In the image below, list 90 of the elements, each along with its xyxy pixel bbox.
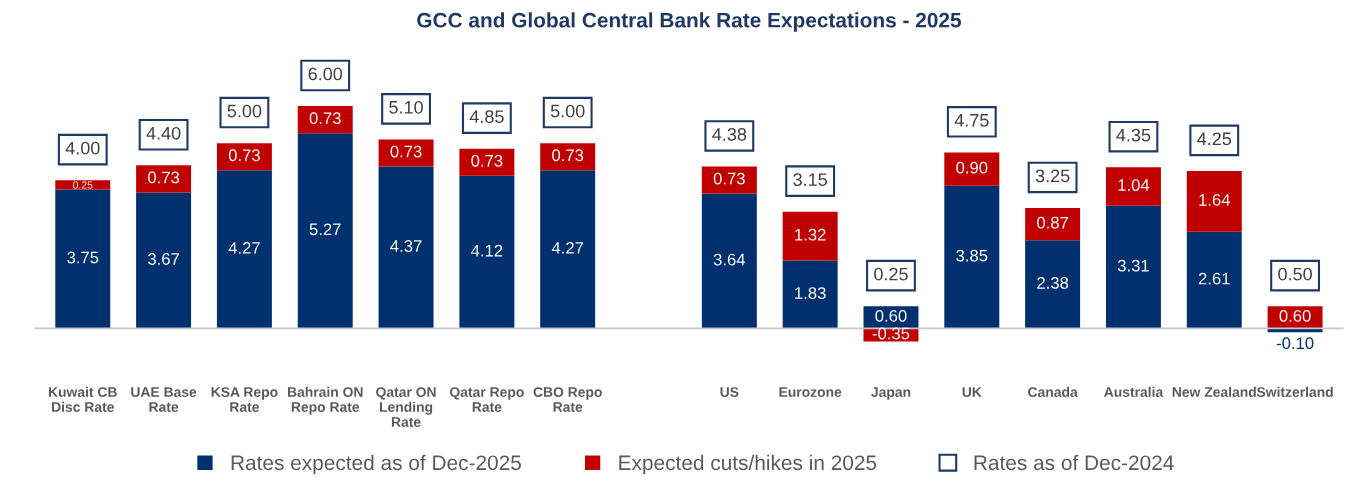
- data-label: 3.85: [956, 249, 988, 262]
- bar: [1105, 205, 1161, 329]
- total-label: 5.10: [389, 100, 423, 114]
- data-label: 0.73: [309, 112, 341, 125]
- legend-label: Expected cuts/hikes in 2025: [619, 454, 877, 475]
- bar: [55, 189, 111, 329]
- x-tick-label: Canada: [1028, 386, 1078, 397]
- data-label: 0.73: [148, 171, 180, 184]
- x-tick-label: UAE Base Rate: [131, 387, 197, 412]
- bar: [1267, 306, 1323, 329]
- data-label: -0.35: [872, 327, 910, 340]
- total-label: 4.25: [1197, 132, 1232, 146]
- bar: [701, 166, 757, 194]
- data-label: 3.67: [148, 253, 179, 265]
- data-label: 1.04: [1118, 179, 1150, 191]
- chart-title: GCC and Global Central Bank Rate Expectations - 2025: [417, 12, 962, 32]
- bar: [378, 139, 434, 167]
- x-tick-label: KSA Repo Rate: [211, 387, 278, 412]
- data-label: -0.10: [1276, 337, 1314, 350]
- data-label: 0.60: [875, 309, 907, 322]
- bar: [1105, 167, 1161, 206]
- x-tick-label: New Zealand: [1172, 386, 1256, 397]
- x-tick-label: Australia: [1104, 386, 1164, 397]
- total-label: 0.50: [1278, 267, 1312, 281]
- x-tick-label: Qatar Repo Rate: [450, 387, 524, 412]
- total-label: 4.40: [146, 126, 181, 140]
- bar: [459, 175, 515, 329]
- bar: [701, 193, 757, 329]
- total-label: 5.00: [550, 104, 585, 118]
- x-tick-label: Switzerland: [1256, 386, 1333, 397]
- data-label: 3.64: [713, 253, 746, 266]
- data-label: 0.73: [228, 149, 260, 162]
- bar: [297, 133, 353, 329]
- bar: [1025, 207, 1081, 241]
- x-tick-label: Eurozone: [779, 387, 842, 397]
- bar: [944, 152, 1000, 186]
- legend-label: Rates as of Dec-2024: [974, 454, 1174, 471]
- bar: [216, 170, 272, 329]
- data-label: 4.27: [228, 241, 260, 254]
- x-tick-label: US: [720, 387, 739, 397]
- bar: [782, 260, 838, 329]
- total-label: 6.00: [308, 67, 343, 81]
- data-label: 2.38: [1037, 277, 1069, 289]
- bar: [136, 165, 192, 193]
- total-label: 3.25: [1035, 169, 1070, 183]
- data-label: 3.31: [1117, 259, 1149, 272]
- x-tick-label: UK: [962, 387, 982, 397]
- data-label: 0.73: [471, 154, 503, 167]
- x-tick-label: Bahrain ON Repo Rate: [287, 386, 363, 415]
- total-label: 5.00: [227, 104, 262, 118]
- x-tick-label: Kuwait CB Disc Rate: [48, 386, 117, 412]
- bar: [378, 166, 434, 329]
- total-label: 4.35: [1116, 128, 1151, 142]
- data-label: 4.37: [390, 240, 422, 252]
- legend-label: Rates expected as of Dec-2025: [231, 454, 521, 475]
- bar: [297, 106, 353, 134]
- bar: [540, 143, 596, 171]
- data-label: 0.87: [1037, 216, 1069, 229]
- data-label: 4.27: [551, 241, 584, 254]
- bar: [944, 185, 1000, 329]
- data-label: 1.83: [795, 287, 826, 299]
- x-tick-label: CBO Repo Rate: [533, 387, 602, 412]
- data-label: 0.90: [956, 161, 988, 174]
- bar: [1186, 170, 1242, 232]
- x-tick-label: Japan: [871, 387, 911, 400]
- x-tick-label: Qatar ON Lending Rate: [376, 387, 436, 427]
- data-label: 0.60: [1279, 309, 1311, 322]
- bar: [136, 192, 192, 329]
- total-label: 0.25: [874, 267, 908, 281]
- data-label: 0.73: [552, 149, 584, 162]
- data-label: 1.32: [795, 228, 826, 241]
- data-label: 2.61: [1198, 272, 1230, 285]
- data-label: 1.64: [1199, 193, 1230, 206]
- bar: [459, 148, 515, 176]
- data-label: 5.27: [309, 223, 341, 236]
- bar: [540, 170, 596, 329]
- data-label: 4.12: [471, 244, 503, 257]
- data-label: 3.75: [67, 251, 99, 264]
- bar: [216, 143, 272, 171]
- bar: [1025, 240, 1081, 329]
- data-label: 0.25: [73, 181, 93, 189]
- total-label: 4.85: [469, 110, 504, 123]
- bar: [782, 211, 838, 261]
- bar: [1186, 231, 1242, 329]
- total-label: 3.15: [793, 173, 827, 186]
- total-label: 4.75: [954, 114, 989, 127]
- total-label: 4.00: [65, 141, 100, 155]
- data-label: 0.73: [390, 145, 422, 158]
- data-label: 0.73: [713, 172, 745, 185]
- total-label: 4.38: [712, 127, 747, 141]
